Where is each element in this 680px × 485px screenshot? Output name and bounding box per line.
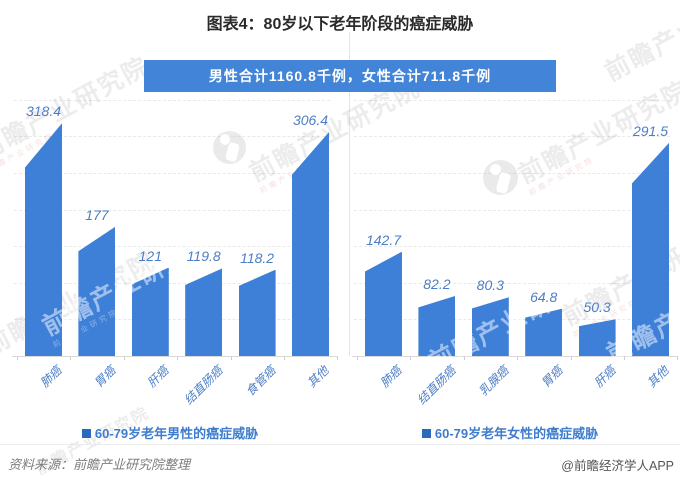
category-label: 肝癌 bbox=[591, 363, 619, 391]
bar-value-label: 50.3 bbox=[583, 299, 611, 316]
bar bbox=[525, 308, 563, 356]
axis-tick bbox=[517, 356, 519, 360]
category-label: 肝癌 bbox=[144, 363, 172, 391]
axis-tick bbox=[70, 356, 72, 360]
gridline bbox=[14, 99, 330, 101]
bar bbox=[131, 267, 169, 356]
bar-value-label: 306.4 bbox=[292, 112, 329, 129]
axis-tick bbox=[284, 356, 285, 360]
category-label: 其他 bbox=[304, 363, 332, 391]
gridline bbox=[14, 246, 330, 248]
bar bbox=[238, 269, 276, 356]
axis-tick bbox=[624, 356, 625, 360]
gridline bbox=[354, 99, 670, 101]
legend-label: 60-79岁老年男性的癌症威胁 bbox=[94, 426, 259, 441]
chart-title: 图表4：80岁以下老年阶段的癌症威胁 bbox=[206, 16, 474, 33]
category-label: 食管癌 bbox=[243, 363, 279, 399]
axis-tick bbox=[357, 356, 358, 360]
bar-value-label: 80.3 bbox=[476, 277, 504, 294]
female-cancer-chart: 142.7 肺癌 82.2 结直肠癌 80.3 乳腺癌 64.8 胃癌 50.3 肝癌 291.5 其… bbox=[340, 0, 680, 460]
x-axis-line bbox=[12, 356, 338, 357]
bar bbox=[78, 226, 116, 356]
bar-value-label: 82.2 bbox=[423, 275, 451, 292]
gridline bbox=[14, 319, 330, 321]
male-chart-legend: 60-79岁老年男性的癌症威胁 bbox=[0, 423, 340, 442]
totals-banner-text: 男性合计1160.8千例，女性合计711.8千例 bbox=[208, 68, 492, 84]
category-label: 肺癌 bbox=[37, 363, 65, 391]
male-chart-plot-area: 318.4 肺癌 177 胃癌 121 肝癌 119.8 结直肠癌 118.2 食管癌 306.4 其… bbox=[0, 0, 340, 460]
bar bbox=[578, 319, 616, 356]
footer-divider-line bbox=[0, 444, 680, 445]
axis-tick bbox=[677, 356, 679, 360]
bar-value-label: 142.7 bbox=[365, 231, 402, 248]
gridline bbox=[354, 246, 670, 248]
axis-tick bbox=[570, 356, 572, 360]
axis-tick bbox=[463, 356, 465, 360]
bar bbox=[365, 251, 402, 356]
category-label: 胃癌 bbox=[538, 363, 566, 391]
credit-note: @前瞻经济学人APP bbox=[561, 459, 674, 473]
bar bbox=[471, 297, 509, 356]
gridline bbox=[14, 282, 330, 284]
gridline bbox=[354, 319, 670, 321]
category-label: 结直肠癌 bbox=[181, 363, 226, 408]
legend-swatch-icon bbox=[81, 429, 91, 438]
gridline bbox=[14, 209, 330, 211]
category-label: 乳腺癌 bbox=[476, 363, 512, 399]
axis-tick bbox=[410, 356, 412, 360]
x-axis-line bbox=[352, 356, 678, 357]
female-chart-plot-area: 142.7 肺癌 82.2 结直肠癌 80.3 乳腺癌 64.8 胃癌 50.3 肝癌 291.5 其… bbox=[340, 0, 680, 460]
gridline bbox=[14, 173, 330, 174]
bar bbox=[632, 142, 669, 356]
bar-value-label: 177 bbox=[85, 206, 109, 223]
bar-value-label: 119.8 bbox=[186, 248, 221, 265]
bar bbox=[25, 123, 62, 356]
female-chart-legend: 60-79岁老年女性的癌症威胁 bbox=[340, 423, 680, 442]
axis-tick bbox=[177, 356, 179, 360]
bar-value-label: 291.5 bbox=[632, 122, 669, 139]
axis-tick bbox=[17, 356, 18, 360]
axis-tick bbox=[337, 356, 339, 360]
legend-swatch-icon bbox=[421, 429, 431, 438]
bar-value-label: 64.8 bbox=[530, 288, 558, 305]
totals-banner: 男性合计1160.8千例，女性合计711.8千例 bbox=[144, 60, 556, 92]
bar bbox=[418, 295, 456, 356]
charts-divider-line bbox=[349, 32, 350, 356]
male-cancer-chart: 318.4 肺癌 177 胃癌 121 肝癌 119.8 结直肠癌 118.2 食管癌 306.4 其… bbox=[0, 0, 340, 460]
bar-value-label: 318.4 bbox=[25, 103, 62, 120]
gridline bbox=[354, 282, 670, 284]
gridline bbox=[14, 136, 330, 138]
gridline bbox=[354, 173, 670, 174]
bar-value-label: 121 bbox=[138, 247, 162, 264]
bar-value-label: 118.2 bbox=[240, 249, 275, 266]
bar bbox=[185, 268, 223, 356]
legend-label: 60-79岁老年女性的癌症威胁 bbox=[434, 426, 599, 441]
category-label: 其他 bbox=[644, 363, 672, 391]
axis-tick bbox=[230, 356, 232, 360]
bar bbox=[292, 132, 329, 356]
gridline bbox=[354, 136, 670, 138]
category-label: 胃癌 bbox=[91, 363, 119, 391]
source-note: 资料来源：前瞻产业研究院整理 bbox=[8, 457, 191, 472]
gridline bbox=[354, 209, 670, 211]
axis-tick bbox=[123, 356, 125, 360]
category-label: 结直肠癌 bbox=[414, 363, 459, 408]
category-label: 肺癌 bbox=[377, 363, 405, 391]
